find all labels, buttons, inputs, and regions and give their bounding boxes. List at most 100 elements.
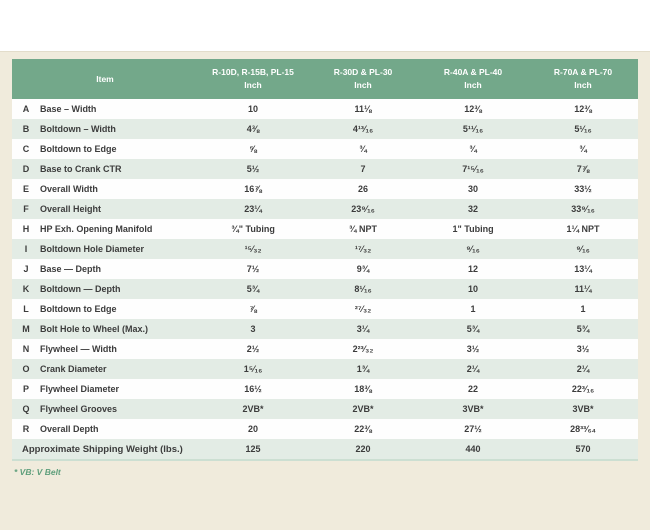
row-letter: M	[22, 324, 30, 334]
row-value: 1⁵⁄₁₆	[243, 364, 263, 374]
row-value: ⁹⁄₁₆	[576, 244, 590, 254]
table-row: N Flywheel — Width 2½ 2²³⁄₃₂ 3½ 3½	[12, 339, 639, 359]
row-letter: C	[22, 144, 30, 154]
shipping-weight-label: Approximate Shipping Weight (lbs.)	[22, 443, 183, 455]
row-letter: P	[22, 384, 29, 394]
spec-panel: Item R-10D, R-15B, PL-15 Inch R-30D & PL…	[0, 51, 650, 530]
row-value: 13¼	[574, 264, 592, 274]
table-row: B Boltdown – Width 4⅜ 4¹³⁄₁₆ 5¹¹⁄₁₆ 5¹⁄₁…	[12, 119, 639, 139]
row-value: 7⅞	[576, 164, 590, 174]
row-value: ⅞	[249, 304, 257, 314]
column-models: R-30D & PL-30	[333, 66, 393, 77]
row-letter: I	[24, 244, 28, 254]
row-item-label: Overall Height	[40, 204, 102, 214]
row-value: 5¹¹⁄₁₆	[462, 124, 484, 134]
row-item-label: HP Exh. Opening Manifold	[40, 224, 153, 234]
row-value: 12⅜	[464, 104, 482, 114]
table-body: A Base – Width 10 11⅛ 12⅜ 12⅜ B Boltdown…	[12, 99, 639, 439]
row-value: 10	[468, 284, 479, 294]
row-item-label: Boltdown – Width	[40, 124, 116, 134]
column-header-3: R-40A & PL-40 Inch	[418, 59, 529, 99]
row-value: 2VB*	[352, 404, 374, 414]
table-row: K Boltdown — Depth 5¾ 8¹⁄₁₆ 10 11¼	[12, 279, 639, 299]
row-item-label: Overall Width	[40, 184, 98, 194]
row-item-label: Flywheel Diameter	[40, 384, 120, 394]
row-value: 5¾	[246, 284, 260, 294]
row-value: ⅝	[249, 144, 257, 154]
column-unit: Inch	[244, 80, 262, 90]
column-unit: Inch	[354, 80, 372, 90]
row-letter: R	[22, 424, 30, 434]
row-letter: J	[23, 264, 29, 274]
row-value: 3½	[576, 344, 590, 354]
table-row: Q Flywheel Grooves 2VB* 2VB* 3VB* 3VB*	[12, 399, 639, 419]
row-value: 12	[468, 264, 479, 274]
row-letter: A	[22, 104, 30, 114]
row-value: 27½	[464, 424, 482, 434]
row-value: 2VB*	[242, 404, 264, 414]
table-row: J Base — Depth 7½ 9¾ 12 13¼	[12, 259, 639, 279]
table-row: C Boltdown to Edge ⅝ ¾ ¾ ¾	[12, 139, 639, 159]
row-item-label: Base to Crank CTR	[40, 164, 122, 174]
row-value: 1	[470, 304, 476, 314]
row-value: 3½	[466, 344, 480, 354]
table-row: P Flywheel Diameter 16½ 18⅜ 22 22³⁄₁₆	[12, 379, 639, 399]
row-value: 1" Tubing	[452, 224, 494, 234]
row-value: 22	[468, 384, 479, 394]
row-value: 10	[248, 104, 259, 114]
row-value: 33½	[574, 184, 592, 194]
row-value: 1¾	[356, 364, 370, 374]
row-value: 23¼	[244, 204, 262, 214]
table-row: O Crank Diameter 1⁵⁄₁₆ 1¾ 2¼ 2¼	[12, 359, 639, 379]
table-row: R Overall Depth 20 22⅜ 27½ 28³³⁄₆₄	[12, 419, 639, 439]
row-item-label: Boltdown to Edge	[40, 304, 117, 314]
table-row: A Base – Width 10 11⅛ 12⅜ 12⅜	[12, 99, 639, 119]
row-value: 4⅜	[246, 124, 260, 134]
column-models: R-40A & PL-40	[443, 66, 503, 77]
footnote: * VB: V Belt	[14, 467, 61, 477]
spec-table: Item R-10D, R-15B, PL-15 Inch R-30D & PL…	[12, 59, 639, 461]
column-models: R-10D, R-15B, PL-15	[212, 66, 294, 77]
row-value: 2¼	[576, 364, 590, 374]
row-item-label: Base — Depth	[40, 264, 102, 274]
row-value: 28³³⁄₆₄	[570, 424, 596, 434]
row-value: 18⅜	[354, 384, 372, 394]
row-value: 2²³⁄₃₂	[352, 344, 374, 354]
column-header-2: R-30D & PL-30 Inch	[308, 59, 419, 99]
row-value: 3VB*	[572, 404, 594, 414]
table-row: D Base to Crank CTR 5½ 7 7¹⁵⁄₁₆ 7⅞	[12, 159, 639, 179]
column-unit: Inch	[574, 80, 592, 90]
row-value: 32	[468, 204, 479, 214]
shipping-weight-value: 440	[465, 444, 481, 454]
row-value: 1¼ NPT	[566, 224, 600, 234]
row-letter: N	[22, 344, 30, 354]
row-value: 5¹⁄₁₆	[574, 124, 592, 134]
table-row: E Overall Width 16⅞ 26 30 33½	[12, 179, 639, 199]
column-header-4: R-70A & PL-70 Inch	[528, 59, 639, 99]
table-row: H HP Exh. Opening Manifold ¾" Tubing ¾ N…	[12, 219, 639, 239]
row-value: ¾	[579, 144, 587, 154]
row-value: 16½	[244, 384, 262, 394]
row-value: 3VB*	[462, 404, 484, 414]
row-letter: K	[22, 284, 30, 294]
row-value: ⁹⁄₁₆	[466, 244, 480, 254]
row-letter: H	[22, 224, 30, 234]
item-column-header: Item	[12, 59, 199, 99]
row-value: 7	[360, 164, 366, 174]
row-value: 26	[358, 184, 369, 194]
header-row: Item R-10D, R-15B, PL-15 Inch R-30D & PL…	[12, 59, 639, 99]
row-letter: O	[22, 364, 30, 374]
column-models: R-70A & PL-70	[553, 66, 613, 77]
row-value: 1	[580, 304, 586, 314]
row-value: ¾	[359, 144, 367, 154]
row-value: 20	[248, 424, 259, 434]
row-value: 7¹⁵⁄₁₆	[462, 164, 484, 174]
shipping-weight-row: Approximate Shipping Weight (lbs.) 125 2…	[12, 439, 639, 460]
row-value: 12⅜	[574, 104, 592, 114]
row-value: 23⁹⁄₁₆	[351, 204, 375, 214]
shipping-weight-value: 570	[575, 444, 591, 454]
row-letter: D	[22, 164, 30, 174]
shipping-weight-value: 125	[245, 444, 261, 454]
row-value: 33⁹⁄₁₆	[571, 204, 595, 214]
row-value: 16⅞	[244, 184, 262, 194]
